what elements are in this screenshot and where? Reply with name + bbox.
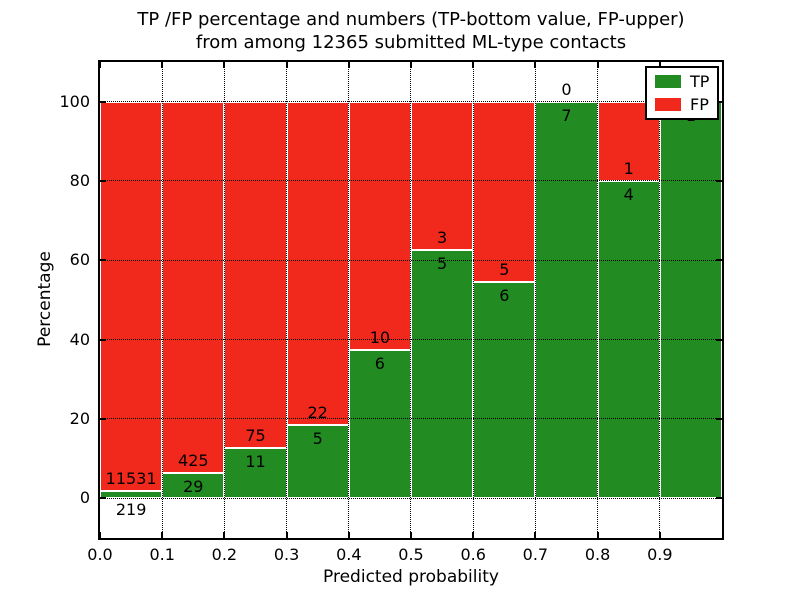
plot-inner: 115312194252975112251063556071401: [99, 62, 722, 538]
y-tick-mark: [716, 338, 722, 341]
y-tick-mark: [100, 100, 106, 103]
y-tick-mark: [716, 418, 722, 420]
x-tick-label: 0.4: [336, 545, 362, 564]
x-axis-title: Predicted probability: [323, 567, 499, 587]
bar-tp-segment: [286, 424, 349, 499]
y-tick-mark: [100, 497, 106, 500]
x-tick-label: 0.8: [584, 545, 611, 564]
y-tick-mark: [716, 180, 722, 182]
x-tick-mark: [161, 532, 164, 538]
legend-label-tp: TP: [690, 72, 710, 91]
bar-tp-segment: [659, 101, 722, 499]
gridline-vertical: [596, 62, 598, 538]
legend-label-fp: FP: [690, 95, 709, 114]
x-tick-mark: [223, 532, 226, 538]
y-tick-label: 80: [69, 171, 90, 190]
tp-count-label: 219: [115, 500, 147, 520]
x-tick-mark: [99, 62, 101, 68]
x-tick-label: 0.1: [149, 545, 175, 564]
x-tick-mark: [285, 532, 288, 538]
fp-count-label: 22: [307, 402, 328, 422]
y-tick-mark: [716, 259, 722, 262]
fp-count-label: 1: [623, 159, 634, 178]
x-tick-label: 0.0: [87, 545, 113, 564]
tp-count-label: 4: [623, 185, 634, 204]
x-tick-mark: [658, 532, 661, 538]
x-tick-mark: [534, 532, 537, 538]
tp-count-label: 29: [183, 476, 204, 496]
x-tick-label: 0.6: [460, 545, 486, 564]
gridline-vertical: [410, 62, 412, 538]
x-tick-label: 0.9: [647, 545, 673, 564]
bar-fp-segment: [162, 101, 225, 473]
x-tick-mark: [472, 532, 475, 538]
x-tick-mark: [223, 62, 226, 68]
tp-count-label: 7: [561, 105, 572, 125]
tp-count-label: 5: [437, 254, 448, 274]
y-tick-mark: [100, 338, 106, 341]
y-tick-label: 60: [69, 250, 90, 270]
legend-entry-tp: TP: [655, 73, 709, 90]
tp-count-label: 5: [312, 428, 323, 448]
y-tick-mark: [100, 418, 106, 420]
x-tick-mark: [534, 62, 537, 68]
y-tick-label: 40: [69, 329, 90, 349]
fp-count-label: 0: [561, 79, 572, 99]
bar-fp-segment: [224, 101, 287, 448]
fp-count-label: 425: [178, 450, 209, 470]
fp-count-label: 10: [369, 327, 391, 347]
legend-entry-fp: FP: [655, 96, 709, 113]
fp-count-label: 5: [499, 259, 510, 279]
legend: TP FP: [645, 66, 720, 120]
gridline-vertical: [659, 62, 661, 538]
y-tick-mark: [100, 180, 106, 182]
gridline-vertical: [472, 62, 474, 538]
gridline-vertical: [534, 62, 536, 538]
gridline-vertical: [161, 62, 163, 538]
chart-title-line2: from among 12365 submitted ML-type conta…: [195, 32, 627, 53]
fp-count-label: 3: [437, 228, 448, 248]
x-tick-mark: [285, 62, 288, 68]
bar-tp-segment: [162, 472, 225, 499]
plot-area: 115312194252975112251063556071401: [98, 60, 724, 540]
x-tick-mark: [472, 62, 475, 68]
gridline-vertical: [285, 62, 287, 538]
tp-count-label: 6: [499, 285, 510, 305]
fp-count-label: 11531: [105, 468, 157, 488]
gridline-vertical: [223, 62, 225, 538]
bar-fp-segment: [348, 101, 411, 350]
bar-fp-segment: [100, 101, 163, 491]
y-tick-label: 0: [79, 488, 90, 508]
x-tick-mark: [596, 62, 599, 68]
x-tick-label: 0.7: [522, 545, 549, 564]
fp-legend-swatch-icon: [655, 98, 681, 111]
x-tick-mark: [161, 62, 164, 68]
x-tick-label: 0.2: [211, 545, 238, 564]
x-tick-mark: [658, 62, 661, 68]
x-tick-mark: [99, 532, 101, 538]
x-tick-label: 0.3: [273, 545, 300, 564]
y-tick-label: 100: [59, 91, 90, 111]
x-tick-mark: [347, 532, 350, 538]
y-tick-label: 20: [69, 409, 90, 428]
bar-fp-segment: [286, 101, 349, 425]
bar-fp-segment: [411, 101, 474, 251]
chart-title-line1: TP /FP percentage and numbers (TP-bottom…: [137, 9, 685, 30]
bar-tp-segment: [473, 281, 536, 499]
x-tick-mark: [596, 532, 599, 538]
chart-title: TP /FP percentage and numbers (TP-bottom…: [100, 8, 722, 54]
tp-legend-swatch-icon: [655, 75, 681, 88]
bar-tp-segment: [411, 250, 474, 499]
x-tick-label: 0.5: [398, 545, 424, 564]
tp-count-label: 6: [374, 353, 385, 373]
y-tick-mark: [716, 497, 722, 500]
gridline-vertical: [348, 62, 350, 538]
x-tick-mark: [410, 62, 412, 68]
fp-count-label: 75: [245, 425, 266, 445]
y-tick-mark: [100, 259, 106, 262]
tp-count-label: 11: [245, 451, 266, 471]
x-tick-mark: [410, 532, 412, 538]
x-tick-mark: [347, 62, 350, 68]
